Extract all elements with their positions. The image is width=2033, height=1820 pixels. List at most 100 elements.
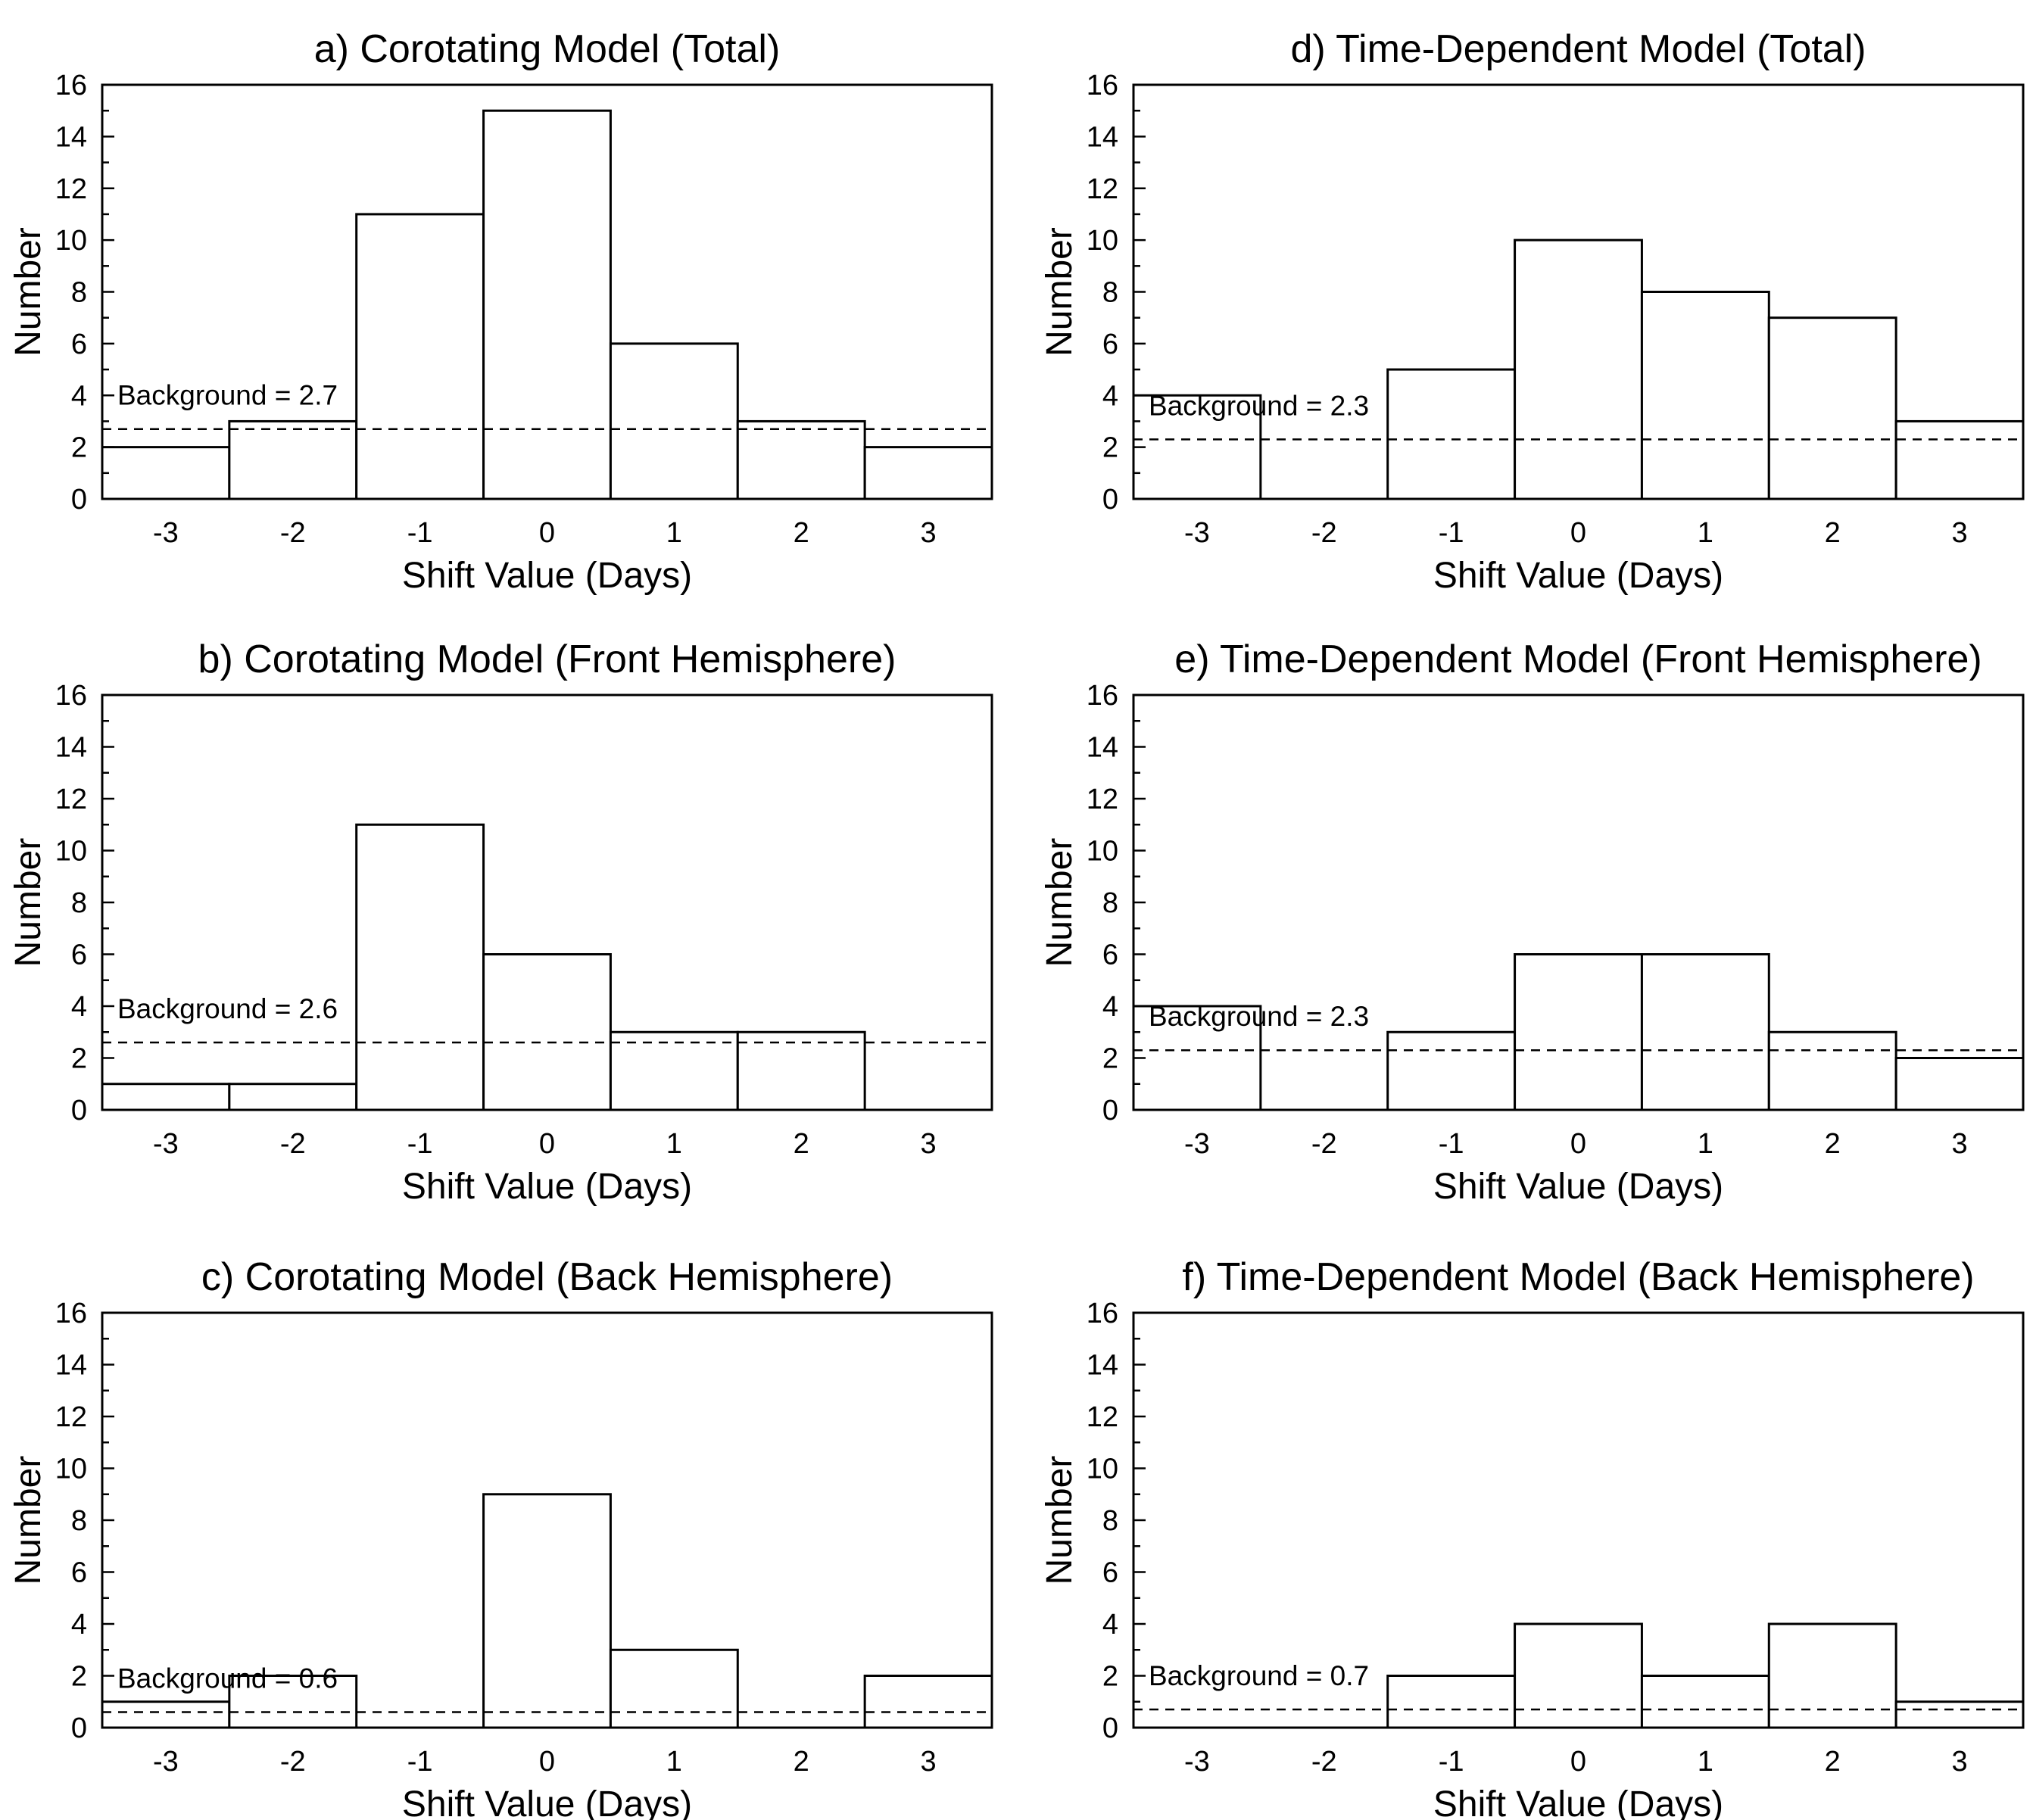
x-tick-label: 2: [1825, 1128, 1841, 1160]
y-tick-label: 4: [1102, 380, 1118, 412]
x-axis-label: Shift Value (Days): [402, 1167, 692, 1207]
bar-3: [1894, 419, 2025, 500]
panel-e: e) Time-Dependent Model (Front Hemispher…: [1040, 637, 2025, 1207]
x-tick-label: -3: [1184, 517, 1210, 549]
bar-0: [1514, 953, 1643, 1111]
panel-f: f) Time-Dependent Model (Back Hemisphere…: [1040, 1255, 2025, 1820]
x-tick-label: -1: [1439, 517, 1464, 549]
x-tick-label: 2: [794, 1746, 809, 1778]
y-tick-label: 2: [1102, 432, 1118, 464]
background-label: Background = 0.6: [117, 1663, 338, 1694]
bar--3: [1132, 394, 1262, 500]
bar--1: [1386, 1030, 1517, 1111]
bar-3: [1894, 1057, 2025, 1111]
y-axis-label: Number: [1040, 838, 1080, 968]
y-tick-label: 0: [1102, 484, 1118, 516]
x-axis-label: Shift Value (Days): [1433, 1784, 1723, 1820]
y-tick-label: 14: [55, 1350, 87, 1382]
y-tick-label: 14: [55, 732, 87, 764]
x-tick-label: 1: [666, 517, 682, 549]
y-tick-label: 2: [1102, 1661, 1118, 1693]
bar-2: [736, 1030, 866, 1111]
background-label: Background = 2.7: [117, 380, 338, 411]
x-tick-label: -2: [1311, 1746, 1337, 1778]
bar-0: [482, 953, 612, 1111]
y-tick-label: 16: [1087, 1298, 1118, 1329]
bar-2: [1767, 1622, 1897, 1729]
x-tick-label: -3: [1184, 1128, 1210, 1160]
chart-title: f) Time-Dependent Model (Back Hemisphere…: [1182, 1255, 1974, 1299]
bar-0: [1514, 1622, 1643, 1729]
panel-d: d) Time-Dependent Model (Total) Backgroun…: [1040, 27, 2025, 596]
x-tick-label: -3: [153, 1128, 179, 1160]
x-tick-label: 0: [539, 1746, 555, 1778]
y-tick-label: 10: [1087, 836, 1118, 868]
bar-2: [1767, 1030, 1897, 1111]
bar-2: [1767, 316, 1897, 500]
x-tick-label: 2: [794, 1128, 809, 1160]
background-label: Background = 0.7: [1149, 1660, 1369, 1691]
y-tick-label: 10: [55, 836, 87, 868]
background-label: Background = 2.3: [1149, 390, 1369, 421]
bar-1: [609, 1030, 739, 1111]
y-axis-label: Number: [8, 838, 48, 968]
x-tick-label: -2: [1311, 517, 1337, 549]
x-tick-label: -1: [407, 517, 433, 549]
y-tick-label: 8: [71, 1505, 87, 1537]
bar-3: [863, 1675, 993, 1729]
y-tick-label: 14: [1087, 732, 1118, 764]
x-tick-label: 3: [921, 1746, 937, 1778]
bar-3: [863, 446, 993, 500]
x-tick-label: 0: [539, 1128, 555, 1160]
bar--3: [101, 446, 231, 500]
y-tick-label: 2: [71, 1043, 87, 1075]
chart-title: b) Corotating Model (Front Hemisphere): [198, 637, 896, 681]
bar-3: [1894, 1700, 2025, 1729]
bar--2: [228, 419, 358, 500]
bar-1: [1640, 1675, 1770, 1729]
y-tick-label: 0: [1102, 1095, 1118, 1127]
x-tick-label: -1: [407, 1746, 433, 1778]
x-tick-label: 1: [666, 1128, 682, 1160]
y-tick-label: 2: [1102, 1043, 1118, 1075]
y-tick-label: 16: [55, 70, 87, 101]
chart-title: e) Time-Dependent Model (Front Hemispher…: [1174, 637, 1982, 681]
panel-b: b) Corotating Model (Front Hemisphere) Ba…: [8, 637, 993, 1207]
y-tick-label: 8: [1102, 1505, 1118, 1537]
y-axis-label: Number: [1040, 1456, 1080, 1585]
x-tick-label: -1: [407, 1128, 433, 1160]
bar--3: [101, 1700, 231, 1729]
y-tick-label: 6: [71, 940, 87, 971]
bar-1: [1640, 291, 1770, 500]
x-tick-label: -2: [1311, 1128, 1337, 1160]
y-tick-label: 4: [1102, 1609, 1118, 1641]
x-tick-label: 3: [921, 1128, 937, 1160]
x-tick-label: -3: [153, 1746, 179, 1778]
panel-c: c) Corotating Model (Back Hemisphere) Bac…: [8, 1255, 993, 1820]
x-tick-label: 0: [539, 517, 555, 549]
y-tick-label: 4: [71, 991, 87, 1023]
y-tick-label: 0: [1102, 1712, 1118, 1744]
x-axis-label: Shift Value (Days): [1433, 556, 1723, 596]
y-axis-label: Number: [1040, 227, 1080, 357]
bar-1: [609, 342, 739, 500]
y-tick-label: 4: [71, 380, 87, 412]
y-tick-label: 10: [1087, 225, 1118, 257]
y-tick-label: 0: [71, 1095, 87, 1127]
bar--1: [1386, 1675, 1517, 1729]
bar--1: [1386, 368, 1517, 500]
x-tick-label: 1: [666, 1746, 682, 1778]
y-tick-label: 16: [1087, 680, 1118, 712]
x-axis-label: Shift Value (Days): [402, 1784, 692, 1820]
bar--1: [355, 823, 485, 1111]
bar--1: [355, 213, 485, 500]
y-tick-label: 10: [1087, 1454, 1118, 1485]
bar-1: [1640, 953, 1770, 1111]
y-tick-label: 6: [1102, 1557, 1118, 1589]
chart-title: a) Corotating Model (Total): [314, 27, 781, 71]
y-tick-label: 10: [55, 225, 87, 257]
y-tick-label: 4: [1102, 991, 1118, 1023]
x-tick-label: 0: [1570, 1746, 1586, 1778]
x-tick-label: -2: [280, 1128, 306, 1160]
